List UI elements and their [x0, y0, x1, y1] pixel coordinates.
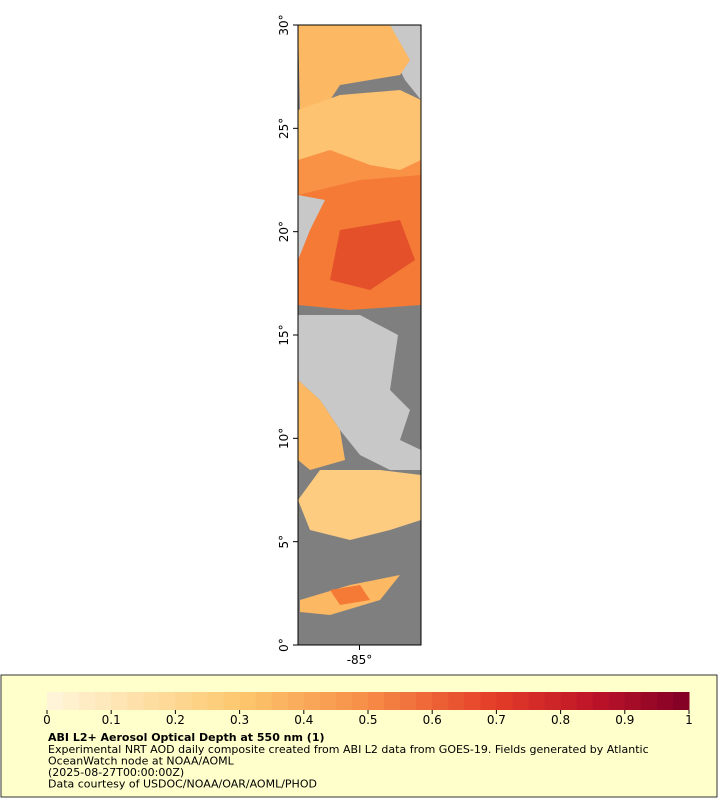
colorbar-swatch	[191, 692, 208, 710]
colorbar-swatch	[175, 692, 192, 710]
colorbar-swatch	[656, 692, 674, 710]
y-tick-label: 15°	[277, 324, 291, 345]
colorbar-swatch	[207, 692, 225, 710]
colorbar-swatch	[560, 692, 578, 710]
colorbar-swatch	[544, 692, 562, 710]
colorbar-swatch	[640, 692, 658, 710]
colorbar-swatch	[111, 692, 128, 710]
colorbar-swatch	[351, 692, 369, 710]
colorbar-tick-label: 0.3	[230, 713, 249, 727]
colorbar-tick-label: 0.5	[358, 713, 377, 727]
colorbar-swatch	[480, 692, 497, 710]
y-tick-label: 20°	[277, 221, 291, 242]
y-tick-label: 25°	[277, 118, 291, 139]
colorbar-tick-label: 0.4	[294, 713, 313, 727]
colorbar-swatch	[271, 692, 289, 710]
caption-line: (2025-08-27T00:00:00Z)	[48, 766, 184, 779]
colorbar-swatch	[47, 692, 64, 710]
colorbar-swatch	[223, 692, 241, 710]
colorbar-tick-label: 0.8	[551, 713, 570, 727]
colorbar-swatch	[319, 692, 337, 710]
colorbar-swatch	[432, 692, 449, 710]
colorbar-swatch	[143, 692, 160, 710]
colorbar-swatch	[63, 692, 80, 710]
colorbar-swatch	[608, 692, 626, 710]
colorbar-tick-label: 0.6	[423, 713, 442, 727]
colorbar-swatch	[512, 692, 529, 710]
colorbar-tick-label: 0.1	[102, 713, 121, 727]
colorbar-swatch	[287, 692, 305, 710]
colorbar-swatch	[464, 692, 481, 710]
colorbar-swatch	[368, 692, 385, 710]
caption-title: ABI L2+ Aerosol Optical Depth at 550 nm …	[48, 731, 325, 744]
map-image	[298, 25, 421, 645]
colorbar-swatch	[335, 692, 353, 710]
y-tick-label: 0°	[277, 638, 291, 652]
colorbar-swatch	[624, 692, 642, 710]
colorbar-tick-label: 0	[43, 713, 51, 727]
colorbar-swatch	[95, 692, 112, 710]
colorbar-swatch	[127, 692, 144, 710]
y-tick-label: 30°	[277, 14, 291, 35]
colorbar-tick-label: 1	[685, 713, 693, 727]
colorbar-swatch	[496, 692, 513, 710]
colorbar-tick-label: 0.9	[615, 713, 634, 727]
y-tick-label: 5°	[277, 535, 291, 549]
colorbar-swatch	[592, 692, 610, 710]
y-tick-label: 10°	[277, 428, 291, 449]
colorbar-tick-label: 0.7	[487, 713, 506, 727]
caption-line: Data courtesy of USDOC/NOAA/OAR/AOML/PHO…	[48, 778, 317, 791]
colorbar-swatch	[672, 692, 690, 710]
x-tick-label: -85°	[347, 653, 373, 667]
colorbar-swatch	[384, 692, 401, 710]
colorbar-swatch	[400, 692, 417, 710]
colorbar-swatch	[528, 692, 546, 710]
caption-line: OceanWatch node at NOAA/AOML	[48, 755, 235, 768]
colorbar-swatch	[79, 692, 96, 710]
colorbar-swatch	[448, 692, 465, 710]
colorbar-tick-label: 0.2	[166, 713, 185, 727]
caption-line: Experimental NRT AOD daily composite cre…	[48, 743, 649, 756]
colorbar-swatch	[416, 692, 433, 710]
colorbar-swatch	[255, 692, 273, 710]
colorbar-swatch	[159, 692, 176, 710]
colorbar-swatch	[576, 692, 594, 710]
colorbar-swatch	[239, 692, 257, 710]
colorbar-swatch	[303, 692, 321, 710]
